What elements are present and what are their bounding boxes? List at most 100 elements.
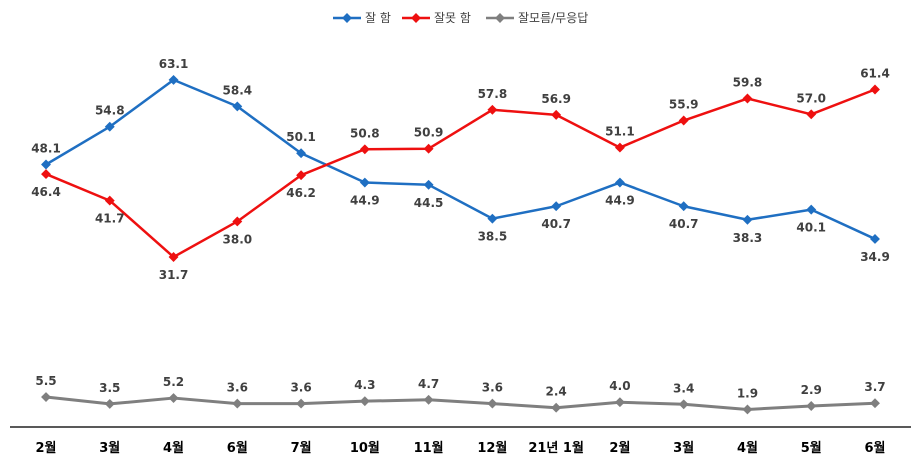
series-0: 48.1 54.8 63.1 58.4 50.1 44.9 44.5 38.5 40.7 44.9…: [31, 57, 890, 264]
data-label: 4.0: [609, 379, 630, 393]
data-point-marker: [487, 213, 498, 224]
legend-item: 잘 함: [333, 11, 391, 25]
x-tick-label: 4월: [737, 440, 758, 456]
data-point-marker: [232, 216, 243, 227]
data-point-marker: [41, 169, 51, 180]
data-point-marker: [678, 115, 689, 126]
data-point-marker: [296, 398, 307, 409]
data-point-marker: [168, 74, 179, 85]
data-point-marker: [678, 399, 689, 410]
data-label: 44.9: [605, 194, 635, 208]
data-label: 50.9: [414, 126, 444, 140]
legend-swatch-marker: [411, 13, 421, 23]
data-point-marker: [168, 393, 179, 404]
data-label: 38.5: [478, 230, 508, 244]
data-point-marker: [551, 109, 562, 120]
data-label: 44.9: [350, 194, 380, 208]
data-label: 3.6: [290, 381, 311, 395]
x-tick-label: 11월: [414, 440, 444, 456]
data-point-marker: [423, 143, 434, 154]
data-label: 4.7: [418, 377, 439, 391]
data-point-marker: [423, 179, 434, 190]
series-line: [45, 88, 876, 259]
series-line: [45, 78, 876, 241]
data-label: 46.2: [286, 186, 316, 200]
data-label: 58.4: [223, 83, 253, 97]
data-point-marker: [678, 201, 689, 212]
data-point-marker: [742, 404, 753, 415]
data-label: 31.7: [159, 268, 189, 282]
data-point-marker: [614, 397, 625, 408]
x-tick-label: 12월: [477, 440, 507, 456]
data-point-marker: [104, 121, 115, 132]
data-label: 4.3: [354, 378, 375, 392]
x-tick-label: 2월: [35, 440, 56, 456]
data-label: 5.2: [163, 375, 184, 389]
data-point-marker: [742, 214, 753, 225]
x-tick-label: 7월: [291, 440, 312, 456]
data-point-marker: [296, 148, 307, 159]
data-point-marker: [806, 109, 817, 120]
data-label: 48.1: [31, 142, 61, 156]
data-point-marker: [232, 101, 243, 112]
data-label: 3.5: [99, 381, 120, 395]
series-2: 5.5 3.5 5.2 3.6 3.6 4.3 4.7 3.6 2.4 4.0 3.4 1.9 2.9 3…: [35, 374, 886, 415]
data-point-marker: [870, 398, 880, 409]
data-label: 2.4: [546, 385, 567, 399]
x-tick-label: 2월: [609, 440, 630, 456]
data-point-marker: [487, 398, 498, 409]
data-label: 56.9: [541, 92, 571, 106]
data-label: 46.4: [31, 185, 61, 199]
data-label: 51.1: [605, 125, 635, 139]
data-point-marker: [41, 159, 51, 170]
data-label: 50.1: [286, 130, 316, 144]
legend-label: 잘 함: [365, 11, 391, 25]
x-tick-label: 3월: [99, 440, 120, 456]
data-point-marker: [104, 195, 115, 206]
x-axis-ticks: 2월 3월 4월 6월 7월 10월 11월 12월 21년 1월 2월 3월 4월 5월 6월: [35, 440, 885, 456]
data-point-marker: [423, 394, 434, 405]
x-tick-label: 4월: [163, 440, 184, 456]
data-label: 3.6: [227, 381, 248, 395]
legend-swatch-marker: [495, 13, 505, 23]
data-point-marker: [359, 396, 370, 407]
series-layer: 48.1 54.8 63.1 58.4 50.1 44.9 44.5 38.5 40.7 44.9…: [31, 57, 890, 415]
data-point-marker: [806, 204, 817, 215]
x-tick-label: 5월: [801, 440, 822, 456]
data-point-marker: [870, 233, 880, 244]
legend-item: 잘못 함: [402, 11, 471, 25]
data-label: 54.8: [95, 104, 125, 118]
legend: 잘 함 잘못 함 잘모름/무응답: [333, 11, 588, 25]
data-label: 40.7: [541, 217, 571, 231]
data-point-marker: [104, 398, 115, 409]
x-tick-label: 6월: [227, 440, 248, 456]
data-label: 63.1: [159, 57, 189, 71]
data-label: 59.8: [733, 76, 763, 90]
data-label: 57.0: [796, 91, 826, 105]
data-point-marker: [614, 142, 625, 153]
data-label: 34.9: [860, 250, 890, 264]
series-1: 46.4 41.7 31.7 38.0 46.2 50.8 50.9 57.8 56.9 51.1…: [31, 66, 890, 282]
data-label: 50.8: [350, 126, 380, 140]
data-label: 38.3: [733, 231, 763, 245]
data-label: 2.9: [801, 383, 822, 397]
data-point-marker: [806, 401, 817, 411]
data-point-marker: [870, 84, 880, 95]
data-point-marker: [551, 201, 562, 212]
legend-swatch-marker: [342, 13, 352, 23]
data-point-marker: [41, 392, 51, 402]
data-point-marker: [359, 177, 370, 188]
data-label: 1.9: [737, 386, 758, 400]
data-point-marker: [742, 93, 753, 104]
x-tick-label: 10월: [350, 440, 380, 456]
data-label: 44.5: [414, 196, 444, 210]
data-label: 38.0: [223, 232, 253, 246]
series-line: [45, 395, 876, 411]
data-label: 57.8: [478, 87, 508, 101]
data-label: 40.7: [669, 217, 699, 231]
x-tick-label: 3월: [673, 440, 694, 456]
data-point-marker: [168, 252, 179, 262]
data-label: 3.4: [673, 381, 694, 395]
data-label: 3.6: [482, 381, 503, 395]
